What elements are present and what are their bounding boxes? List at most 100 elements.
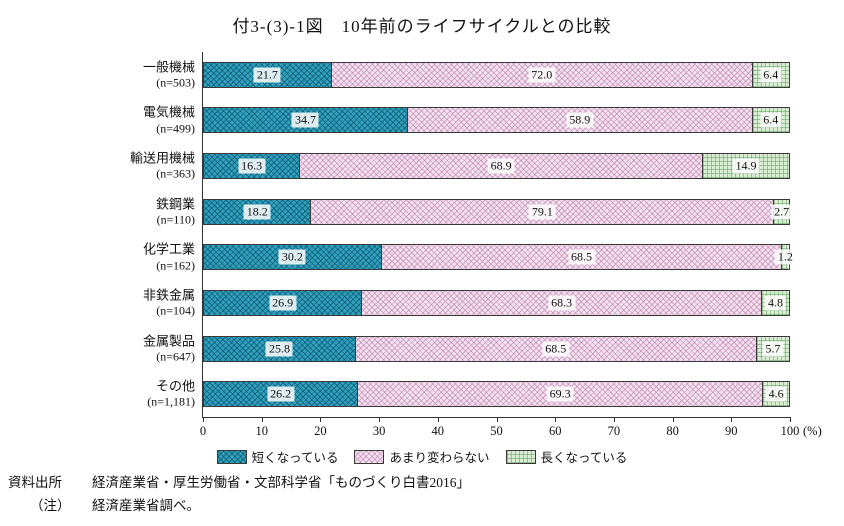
- bar-segment-2: 79.1: [310, 199, 774, 224]
- x-tick-label: 70: [607, 424, 621, 438]
- x-axis-unit: (%): [803, 424, 822, 438]
- bar-segment-3: 6.4: [751, 62, 789, 87]
- bar-segment-2: 69.3: [357, 382, 763, 407]
- bar-row: 電気機械 (n=499) 34.7 58.9 6.4: [143, 98, 790, 144]
- x-tick-label: 40: [431, 424, 445, 438]
- stacked-bar: 34.7 58.9 6.4: [203, 107, 790, 134]
- stacked-bar: 18.2 79.1 2.7: [203, 198, 793, 225]
- bar-segment-1: 25.8: [204, 336, 355, 361]
- x-tick: [672, 417, 674, 422]
- bar-row: 非鉄金属 (n=104) 26.9 68.3 4.8: [143, 280, 790, 326]
- value-label: 69.3: [546, 386, 574, 402]
- stacked-bar: 26.9 68.3 4.8: [203, 289, 790, 316]
- bar-segment-1: 18.2: [204, 199, 311, 224]
- bars-container: 一般機械 (n=503) 21.7 72.0 6.4 電気機械 (n=499) 34.7 58.…: [130, 52, 796, 417]
- value-label: 25.8: [265, 341, 293, 357]
- bar-segment-3: 4.8: [760, 290, 789, 315]
- note-row: （注） 経済産業省調べ。: [8, 495, 470, 518]
- legend-swatch: [354, 449, 385, 464]
- legend: 短くなっている あまり変わらない 長くなっている: [0, 447, 844, 466]
- value-label: 1.2: [774, 249, 796, 265]
- x-tick: [731, 417, 733, 422]
- bar-segment-2: 72.0: [330, 62, 752, 87]
- x-tick-label: 60: [548, 424, 562, 438]
- plot-area: 一般機械 (n=503) 21.7 72.0 6.4 電気機械 (n=499) 34.7 58.…: [130, 52, 822, 438]
- value-label: 68.5: [568, 249, 596, 265]
- value-label: 18.2: [243, 204, 271, 220]
- legend-item: 短くなっている: [216, 447, 339, 466]
- bar-segment-1: 30.2: [204, 245, 381, 270]
- value-label: 72.0: [528, 67, 556, 83]
- category-label: 非鉄金属 (n=104): [142, 287, 195, 318]
- x-tick: [496, 417, 498, 422]
- bar-row: 鉄鋼業 (n=110) 18.2 79.1 2.7: [156, 189, 793, 235]
- bar-segment-3: 6.4: [751, 108, 789, 133]
- x-tick-label: 80: [666, 424, 679, 438]
- x-tick-label: 10: [255, 424, 268, 438]
- x-tick-label: 100: [780, 424, 800, 438]
- value-label: 4.8: [764, 295, 786, 311]
- legend-label: 長くなっている: [540, 451, 628, 465]
- x-tick-label: 20: [314, 424, 327, 438]
- category-label: 金属製品 (n=647): [142, 332, 195, 364]
- legend-swatch: [505, 449, 536, 464]
- stacked-bar: 21.7 72.0 6.4: [203, 61, 790, 88]
- legend-label: あまり変わらない: [389, 451, 490, 465]
- bar-segment-2: 58.9: [406, 108, 752, 133]
- category-label: 電気機械 (n=499): [142, 104, 195, 136]
- value-label: 34.7: [291, 112, 319, 128]
- value-label: 6.4: [760, 67, 782, 83]
- x-tick-label: 0: [199, 424, 207, 438]
- value-label: 30.2: [278, 249, 306, 265]
- value-label: 2.7: [771, 204, 793, 220]
- x-tick-label: 50: [490, 424, 503, 438]
- value-label: 68.3: [548, 295, 576, 311]
- bar-row: 化学工業 (n=162) 30.2 68.5 1.2: [143, 235, 796, 281]
- value-label: 14.9: [732, 158, 760, 174]
- value-label: 26.9: [269, 295, 297, 311]
- stacked-bar: 25.8 68.5 5.7: [203, 335, 790, 362]
- value-label: 21.7: [253, 67, 281, 83]
- bar-segment-3: 14.9: [701, 154, 789, 179]
- x-tick: [320, 417, 322, 422]
- footer: 資料出所 経済産業省・厚生労働省・文部科学省「ものづくり白書2016」 （注） …: [8, 472, 470, 518]
- source-label: 資料出所: [8, 475, 62, 490]
- bar-segment-3: 1.2: [774, 245, 796, 270]
- note-text: 経済産業省調べ。: [92, 497, 200, 513]
- stacked-bar: 30.2 68.5 1.2: [203, 244, 796, 271]
- value-label: 68.9: [487, 158, 515, 174]
- bar-segment-1: 16.3: [204, 154, 300, 179]
- source-row: 資料出所 経済産業省・厚生労働省・文部科学省「ものづくり白書2016」: [8, 472, 470, 495]
- x-tick: [555, 417, 557, 422]
- bar-segment-1: 21.7: [204, 62, 331, 87]
- x-tick: [261, 417, 263, 422]
- x-axis: 0 10 20 30 40 50 60 70 80 90 100 (%): [199, 417, 822, 443]
- x-tick: [613, 417, 615, 422]
- category-label: 輸送用機械 (n=363): [129, 150, 195, 181]
- value-label: 4.6: [765, 386, 787, 402]
- category-label: 鉄鋼業 (n=110): [155, 196, 195, 227]
- x-tick: [379, 417, 381, 422]
- bar-segment-1: 26.2: [204, 382, 358, 407]
- x-tick: [790, 417, 791, 422]
- bar-segment-3: 2.7: [771, 199, 793, 224]
- legend-item: あまり変わらない: [354, 447, 490, 466]
- bar-row: その他 (n=1,181) 26.2 69.3 4.6: [147, 371, 790, 417]
- x-tick-label: 30: [372, 424, 386, 438]
- x-tick: [203, 417, 204, 422]
- bar-segment-2: 68.3: [361, 290, 761, 315]
- source-text: 経済産業省・厚生労働省・文部科学省「ものづくり白書2016」: [92, 475, 470, 490]
- value-label: 79.1: [528, 204, 556, 220]
- value-label: 16.3: [238, 158, 266, 174]
- bar-row: 金属製品 (n=647) 25.8 68.5 5.7: [143, 326, 790, 372]
- category-label: その他 (n=1,181): [147, 378, 195, 409]
- note-label: （注）: [30, 497, 71, 513]
- value-label: 58.9: [566, 112, 594, 128]
- legend-label: 短くなっている: [251, 451, 339, 465]
- value-label: 5.7: [762, 341, 784, 357]
- bar-row: 一般機械 (n=503) 21.7 72.0 6.4: [143, 52, 790, 98]
- value-label: 26.2: [267, 386, 295, 402]
- bar-segment-1: 34.7: [204, 108, 407, 133]
- bar-segment-2: 68.5: [354, 336, 756, 361]
